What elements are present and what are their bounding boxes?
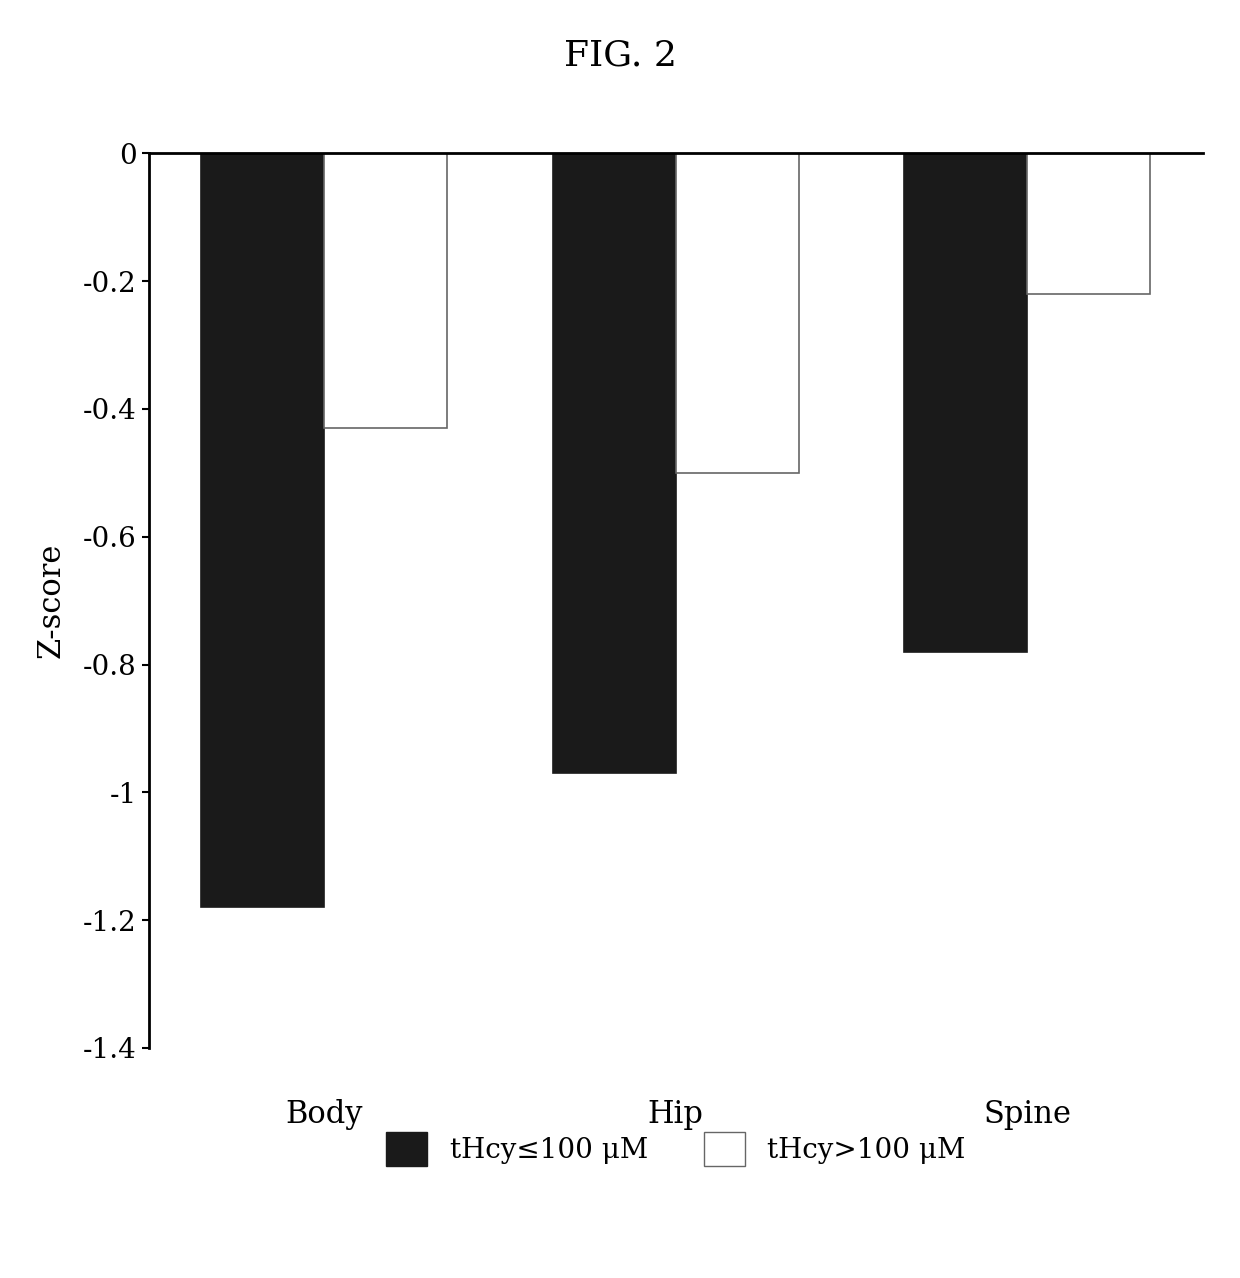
Bar <box>904 153 1027 652</box>
Text: FIG. 2: FIG. 2 <box>563 38 677 73</box>
Text: Hip: Hip <box>647 1099 704 1130</box>
Bar <box>201 153 325 907</box>
Y-axis label: Z-score: Z-score <box>36 543 67 658</box>
Bar <box>676 153 799 473</box>
Text: Body: Body <box>285 1099 363 1130</box>
Legend: tHcy≤100 μM, tHcy>100 μM: tHcy≤100 μM, tHcy>100 μM <box>374 1121 977 1177</box>
Bar <box>325 153 448 428</box>
Text: Spine: Spine <box>983 1099 1071 1130</box>
Bar <box>1027 153 1149 294</box>
Bar <box>553 153 676 773</box>
